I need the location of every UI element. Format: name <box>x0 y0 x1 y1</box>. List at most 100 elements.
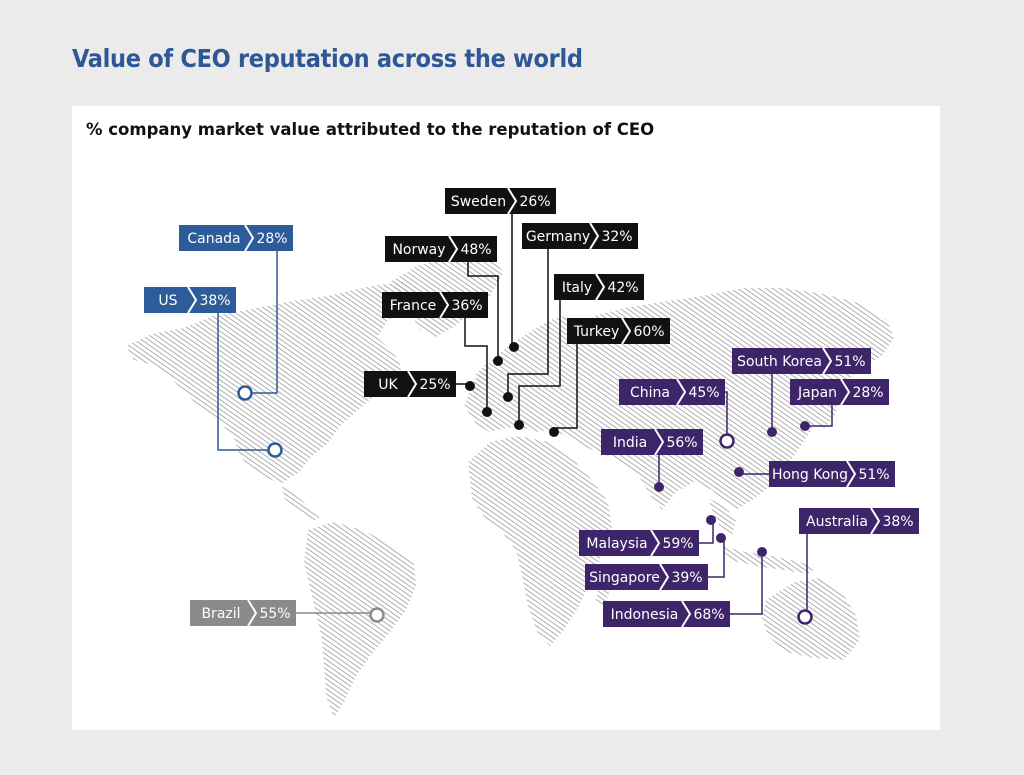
label-sweden: Sweden 26% <box>445 187 556 215</box>
connector-singapore <box>708 538 725 578</box>
marker-us <box>267 442 283 458</box>
chevron-separator-icon <box>659 563 670 591</box>
label-hong-kong: Hong Kong 51% <box>769 460 895 488</box>
label-box-hong-kong <box>769 461 895 487</box>
marker-italy <box>514 420 524 430</box>
label-percent-value: 55% <box>259 606 290 622</box>
chevron-separator-icon <box>681 600 692 628</box>
label-country-name: Singapore <box>589 570 660 586</box>
label-box-brazil <box>190 600 296 626</box>
connector-germany <box>507 249 549 397</box>
label-japan: Japan 28% <box>790 378 889 406</box>
label-turkey: Turkey 60% <box>567 317 670 345</box>
label-brazil: Brazil 55% <box>190 599 296 627</box>
label-percent-value: 51% <box>834 354 865 370</box>
label-south-korea: South Korea 51% <box>732 347 871 375</box>
continent-south-america <box>304 522 416 718</box>
label-box-norway <box>385 236 497 262</box>
country-uk-island <box>474 364 490 400</box>
label-india: India 56% <box>601 428 703 456</box>
label-country-name: Australia <box>806 514 868 530</box>
chevron-separator-icon <box>439 291 450 319</box>
label-percent-value: 28% <box>852 385 883 401</box>
chevron-separator-icon <box>507 187 518 215</box>
page-title: Value of CEO reputation across the world <box>72 44 583 73</box>
marker-hong-kong <box>734 467 744 477</box>
chevron-separator-icon <box>650 529 661 557</box>
chevron-separator-icon <box>448 235 459 263</box>
label-percent-value: 60% <box>633 324 664 340</box>
chevron-separator-icon <box>676 378 687 406</box>
label-percent-value: 38% <box>882 514 913 530</box>
label-country-name: UK <box>378 377 398 393</box>
label-percent-value: 26% <box>519 194 550 210</box>
label-percent-value: 36% <box>451 298 482 314</box>
label-norway: Norway 48% <box>385 235 497 263</box>
label-germany: Germany 32% <box>522 222 638 250</box>
map-subtitle: % company market value attributed to the… <box>86 120 655 139</box>
label-percent-value: 56% <box>666 435 697 451</box>
chevron-separator-icon <box>840 378 851 406</box>
connector-canada <box>245 251 278 394</box>
label-country-name: Japan <box>797 385 837 401</box>
label-country-name: India <box>613 435 647 451</box>
label-box-france <box>382 292 488 318</box>
marker-brazil <box>369 607 385 623</box>
label-box-china <box>619 379 725 405</box>
marker-china <box>719 433 735 449</box>
chevron-separator-icon <box>846 460 857 488</box>
marker-malaysia <box>706 515 716 525</box>
world-map: Canada 28% US 38% Brazil 55% Sweden 26% Norway 48… <box>126 187 919 718</box>
marker-south-korea <box>767 427 777 437</box>
region-indonesia-islands <box>720 546 816 574</box>
chevron-separator-icon <box>822 347 833 375</box>
label-box-japan <box>790 379 889 405</box>
marker-sweden <box>509 342 519 352</box>
connector-italy <box>518 300 561 425</box>
label-percent-value: 25% <box>419 377 450 393</box>
marker-india <box>654 482 664 492</box>
label-box-singapore <box>585 564 708 590</box>
label-box-malaysia <box>579 530 699 556</box>
label-us: US 38% <box>144 286 236 314</box>
connector-malaysia <box>699 520 714 544</box>
label-box-australia <box>799 508 919 534</box>
label-box-india <box>601 429 703 455</box>
label-country-name: US <box>158 293 177 309</box>
label-box-turkey <box>567 318 670 344</box>
label-france: France 36% <box>382 291 488 319</box>
label-country-name: Italy <box>562 280 592 296</box>
label-country-name: Indonesia <box>611 607 679 623</box>
label-percent-value: 38% <box>199 293 230 309</box>
label-china: China 45% <box>619 378 725 406</box>
label-australia: Australia 38% <box>799 507 919 535</box>
marker-norway <box>493 356 503 366</box>
label-country-name: Turkey <box>573 324 620 340</box>
connector-france <box>464 318 488 412</box>
chevron-separator-icon <box>244 224 255 252</box>
label-singapore: Singapore 39% <box>585 563 708 591</box>
chevron-separator-icon <box>654 428 665 456</box>
connector-norway <box>467 262 499 361</box>
connector-us <box>217 313 275 451</box>
label-box-south-korea <box>732 348 871 374</box>
marker-indonesia <box>757 547 767 557</box>
label-percent-value: 28% <box>256 231 287 247</box>
label-country-name: South Korea <box>737 354 822 370</box>
label-box-sweden <box>445 188 556 214</box>
label-percent-value: 42% <box>607 280 638 296</box>
label-box-indonesia <box>603 601 730 627</box>
region-southeast-asia <box>708 498 736 536</box>
country-labels: Canada 28% US 38% Brazil 55% Sweden 26% Norway 48… <box>144 187 919 628</box>
label-box-canada <box>179 225 293 251</box>
label-percent-value: 59% <box>662 536 693 552</box>
connector-china <box>725 391 728 441</box>
label-box-germany <box>522 223 638 249</box>
chevron-separator-icon <box>621 317 632 345</box>
marker-australia <box>797 609 813 625</box>
chevron-separator-icon <box>870 507 881 535</box>
label-country-name: Norway <box>392 242 445 258</box>
location-markers <box>237 342 813 625</box>
map-panel: % company market value attributed to the… <box>72 106 940 730</box>
connector-japan <box>805 405 833 427</box>
